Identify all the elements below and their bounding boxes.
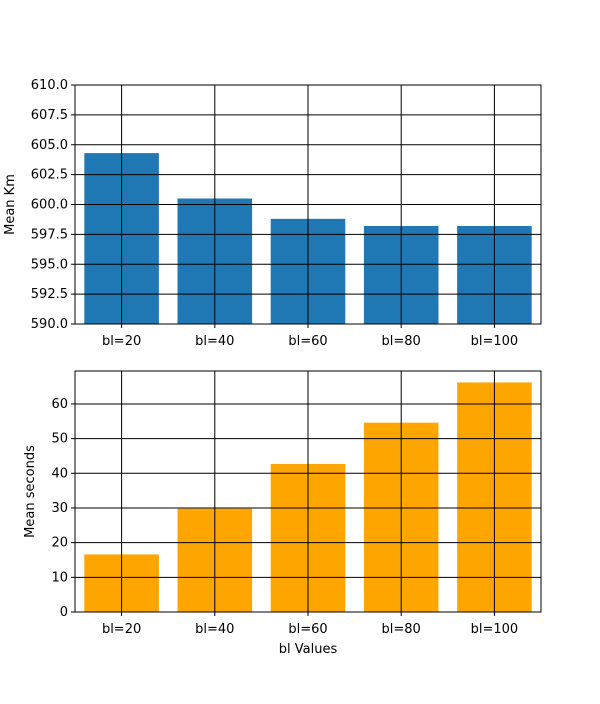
panel2-ytick-label-2: 10 bbox=[51, 570, 68, 585]
panel2-ytick-label-3: 20 bbox=[51, 536, 68, 551]
panel2-ytick-label-1: 0 bbox=[60, 605, 68, 620]
panel1-ytick-label-9: 610.0 bbox=[31, 78, 68, 93]
panel1-axes-frame bbox=[74, 84, 542, 325]
panel2-xtick-label-3: bl=60 bbox=[288, 622, 327, 637]
panel1-ytick-label-3: 595.0 bbox=[31, 257, 68, 272]
panel2-ylabel: Mean seconds bbox=[23, 445, 38, 538]
panel2-ytick-label-4: 30 bbox=[51, 501, 68, 516]
panel1-ytick-label-8: 607.5 bbox=[31, 108, 68, 123]
panel1-ytick-label-1: 590.0 bbox=[31, 317, 68, 332]
panel2-xtick-label-4: bl=80 bbox=[382, 622, 421, 637]
panel2-xtick-label-1: bl=20 bbox=[102, 622, 141, 637]
panel1-xtick-label-1: bl=20 bbox=[102, 334, 141, 349]
panel2-ytick-label-5: 40 bbox=[51, 466, 68, 481]
panel1-ytick-label-4: 597.5 bbox=[31, 227, 68, 242]
panel2-ytick-label-7: 60 bbox=[51, 397, 68, 412]
panel1-xtick-label-4: bl=80 bbox=[382, 334, 421, 349]
panel1-xtick-label-3: bl=60 bbox=[288, 334, 327, 349]
panel1-ytick-label-6: 602.5 bbox=[31, 168, 68, 183]
panel1-xtick-label-5: bl=100 bbox=[471, 334, 519, 349]
panel2-axes-frame bbox=[74, 370, 542, 613]
panel1-ytick-label-2: 592.5 bbox=[31, 287, 68, 302]
panel2-xtick-label-5: bl=100 bbox=[471, 622, 519, 637]
panel1-ytick-label-7: 605.0 bbox=[31, 138, 68, 153]
panel2-ytick-label-6: 50 bbox=[51, 432, 68, 447]
panel1-ytick-label-5: 600.0 bbox=[31, 198, 68, 213]
panel1-xtick-label-2: bl=40 bbox=[195, 334, 234, 349]
panel1-ylabel: Mean Km bbox=[3, 174, 18, 235]
panel2-xlabel: bl Values bbox=[279, 642, 338, 657]
panel2-xtick-label-2: bl=40 bbox=[195, 622, 234, 637]
